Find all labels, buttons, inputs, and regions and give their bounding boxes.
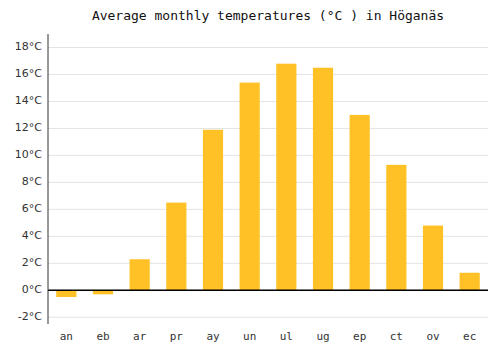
bars (56, 64, 480, 297)
y-tick-label: 0°C (22, 283, 42, 296)
grid-line (48, 290, 488, 291)
grid-line (48, 128, 488, 129)
grid-line (48, 155, 488, 156)
zero-line (48, 290, 488, 292)
bar (56, 290, 76, 297)
chart-root: -2°C 0°C 2°C 4°C 6°C 8°C 10°C 12°C 14°C 16°C 18°C a… (0, 0, 500, 350)
grid (48, 47, 488, 317)
chart: -2°C 0°C 2°C 4°C 6°C 8°C 10°C 12°C 14°C 16°C 18°C a… (0, 0, 500, 350)
y-tick-label: 14°C (15, 94, 42, 107)
grid-line (48, 182, 488, 183)
bar (460, 273, 480, 291)
grid-line (48, 263, 488, 264)
y-tick-label: 2°C (22, 256, 42, 269)
x-tick-label: an (60, 330, 73, 343)
bar (423, 226, 443, 291)
y-tick-label: 6°C (22, 202, 42, 215)
bar (350, 115, 370, 290)
x-tick-label: ov (426, 330, 440, 343)
bar (240, 83, 260, 291)
bar (166, 203, 186, 291)
y-tick-label: 8°C (22, 175, 42, 188)
x-axis: an eb ar pr ay un ul ug ep ct ov ec (60, 330, 477, 343)
bar (386, 165, 406, 290)
bar (130, 259, 150, 290)
plot-area (48, 34, 488, 324)
bar (276, 64, 296, 291)
x-tick-label: ct (390, 330, 403, 343)
x-tick-label: ul (280, 330, 293, 343)
grid-line (48, 236, 488, 237)
y-axis-line (48, 34, 49, 324)
y-tick-label: 18°C (15, 40, 42, 53)
grid-line (48, 209, 488, 210)
x-tick-label: ar (133, 330, 147, 343)
x-tick-label: eb (96, 330, 109, 343)
x-tick-label: ug (316, 330, 329, 343)
y-tick-label: -2°C (18, 310, 42, 323)
y-tick-label: 12°C (15, 121, 42, 134)
grid-line (48, 47, 488, 48)
bar (203, 130, 223, 291)
y-axis: -2°C 0°C 2°C 4°C 6°C 8°C 10°C 12°C 14°C 16°C 18°C (15, 40, 42, 323)
x-tick-label: un (243, 330, 256, 343)
x-tick-label: ep (353, 330, 366, 343)
grid-line (48, 101, 488, 102)
x-tick-label: ay (206, 330, 220, 343)
y-tick-label: 16°C (15, 67, 42, 80)
x-tick-label: ec (463, 330, 476, 343)
bar (313, 68, 333, 291)
y-tick-label: 10°C (15, 148, 42, 161)
title: Average monthly temperatures (°C ) in Hö… (92, 8, 444, 23)
x-tick-label: pr (170, 330, 184, 343)
grid-line (48, 74, 488, 75)
y-tick-label: 4°C (22, 229, 42, 242)
grid-line (48, 317, 488, 318)
